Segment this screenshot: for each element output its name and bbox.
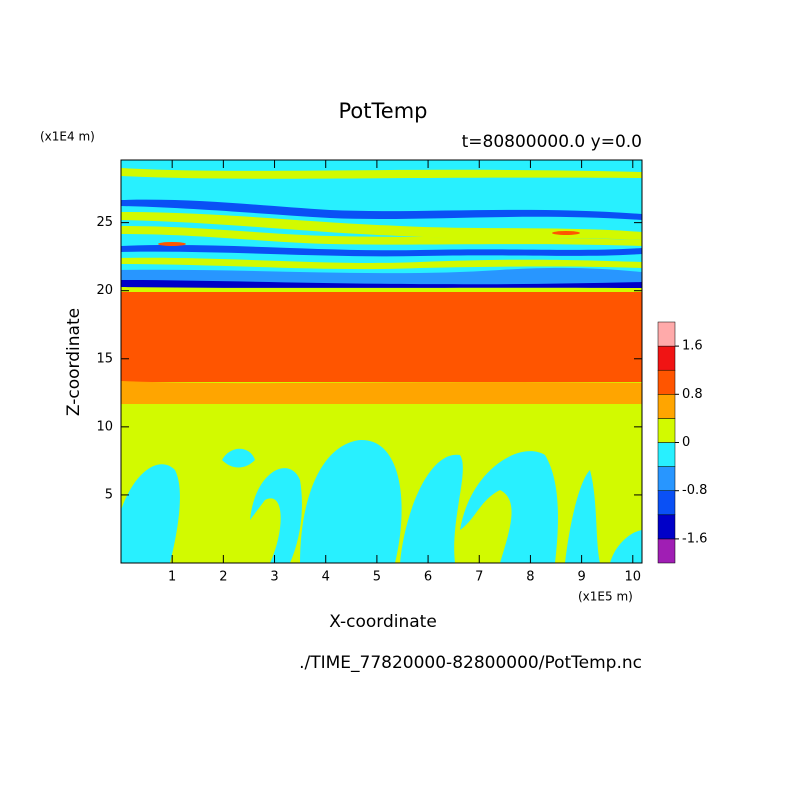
y-axis-label: Z-coordinate xyxy=(64,308,84,416)
colorbar-segment xyxy=(657,538,676,564)
x-tick-label: 2 xyxy=(219,570,227,585)
colorbar-segment xyxy=(657,321,676,347)
field-region xyxy=(121,226,642,246)
field-region xyxy=(121,168,642,179)
chart-title: PotTemp xyxy=(339,99,428,123)
colorbar-segment xyxy=(657,418,676,443)
y-tick-label: 20 xyxy=(96,283,113,298)
x-tick-label: 8 xyxy=(526,570,534,585)
plot-frame xyxy=(120,159,643,564)
colorbar-segment xyxy=(657,345,676,371)
y-tick-label: 5 xyxy=(105,487,113,502)
x-axis-label: X-coordinate xyxy=(329,612,437,632)
field-region xyxy=(400,454,463,563)
colorbar-segment xyxy=(657,514,676,540)
field-region xyxy=(121,292,642,382)
footer: ./TIME_77820000-82800000/PotTemp.nc xyxy=(299,653,642,673)
colorbar-label: 0.8 xyxy=(682,387,703,402)
y-tick-label: 25 xyxy=(96,215,113,230)
y-unit: (x1E4 m) xyxy=(40,130,95,144)
field-region xyxy=(121,381,642,404)
x-tick-label: 7 xyxy=(475,570,483,585)
x-tick-label: 4 xyxy=(322,570,330,585)
colorbar-segment xyxy=(657,466,676,491)
field-region xyxy=(300,439,402,563)
colorbar-label: 0 xyxy=(682,435,690,450)
field-region xyxy=(250,468,302,563)
x-tick-label: 9 xyxy=(577,570,585,585)
field-region xyxy=(552,231,580,235)
y-tick-label: 10 xyxy=(96,419,113,434)
colorbar-label: -0.8 xyxy=(682,483,707,498)
x-tick-label: 1 xyxy=(168,570,176,585)
x-tick-label: 3 xyxy=(270,570,278,585)
colorbar-label: 1.6 xyxy=(682,339,703,354)
field-region xyxy=(121,464,180,563)
colorbar-segment xyxy=(657,394,676,419)
chart-subtitle: t=80800000.0 y=0.0 xyxy=(462,132,642,152)
colorbar-label: -1.6 xyxy=(682,531,707,546)
x-tick-label: 5 xyxy=(373,570,381,585)
field-region xyxy=(121,199,642,220)
x-tick-label: 6 xyxy=(424,570,432,585)
field-region xyxy=(158,242,186,246)
colorbar-segment xyxy=(657,442,676,467)
field-region xyxy=(460,451,558,563)
x-unit: (x1E5 m) xyxy=(578,590,633,604)
colorbar-segment xyxy=(657,369,676,395)
field-region xyxy=(121,287,642,292)
y-tick-label: 15 xyxy=(96,351,113,366)
field-region xyxy=(121,257,642,270)
x-tick-label: 10 xyxy=(625,570,642,585)
field-region xyxy=(121,212,642,240)
field xyxy=(121,160,642,563)
field-region xyxy=(565,470,600,563)
field-region xyxy=(610,530,642,563)
colorbar-segment xyxy=(657,490,676,516)
field-region xyxy=(222,448,255,468)
field-region xyxy=(121,245,642,257)
